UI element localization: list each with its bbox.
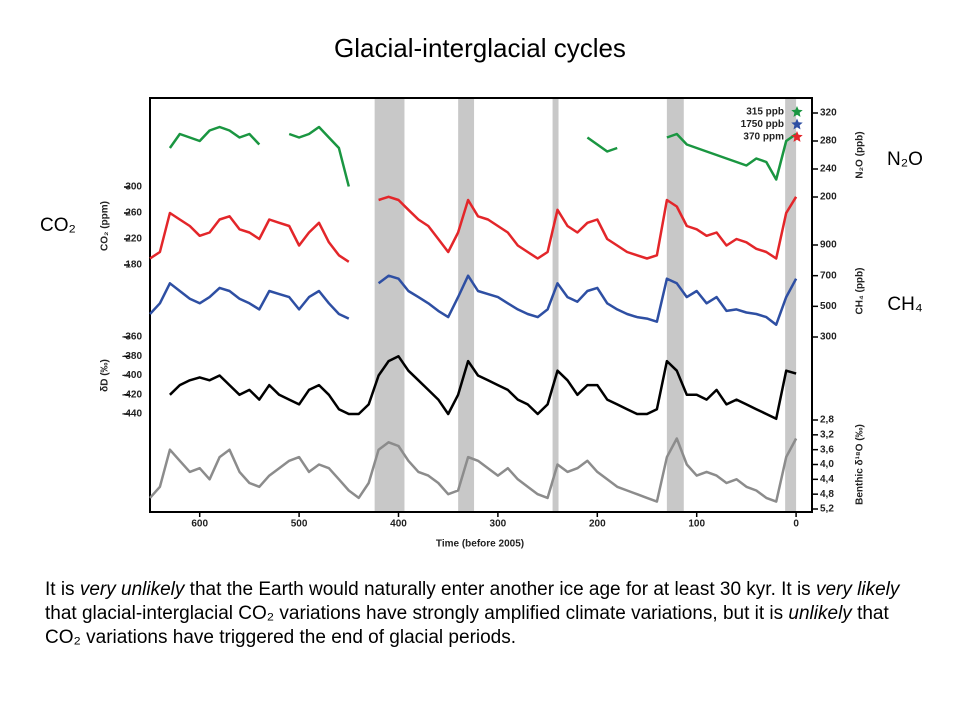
y-tick-label: 700 [820, 270, 837, 281]
y-tick-label: -440 [122, 409, 142, 420]
caption-text: very unlikely [79, 579, 185, 600]
legend-marker [791, 118, 803, 130]
y-tick-label: 4,8 [820, 489, 834, 500]
series-line [168, 125, 797, 187]
series-line [169, 355, 797, 421]
slide-title: Glacial-interglacial cycles [334, 33, 626, 63]
legend-marker [791, 131, 803, 142]
x-tick-label: 300 [490, 519, 507, 530]
series-line [149, 274, 798, 326]
legend-marker [791, 106, 803, 117]
legend-label: 1750 ppb [741, 119, 784, 130]
y-tick-label: 260 [125, 208, 142, 219]
y-tick-label: 300 [125, 182, 142, 193]
x-tick-label: 600 [191, 519, 208, 530]
y-tick-label: 2,8 [820, 415, 834, 426]
y-axis-label: N₂O (ppb) [855, 131, 866, 178]
x-tick-label: 100 [688, 519, 705, 530]
caption: It is very unlikely that the Earth would… [45, 578, 905, 650]
y-axis-label: Benthic δ¹⁸O (‰) [855, 424, 866, 505]
y-tick-label: 220 [125, 234, 142, 245]
y-tick-label: 320 [820, 108, 837, 119]
x-axis-label: Time (before 2005) [436, 539, 524, 550]
caption-text: very likely [815, 579, 900, 600]
y-tick-label: 4,4 [820, 474, 834, 485]
y-tick-label: 3,2 [820, 429, 834, 440]
legend-label: 370 ppm [743, 132, 784, 143]
y-tick-label: 200 [820, 192, 837, 203]
interglacial-band [552, 98, 559, 512]
series-line [149, 195, 798, 263]
y-tick-label: -360 [122, 332, 142, 343]
y-tick-label: 500 [820, 301, 837, 312]
y-tick-label: 3,6 [820, 444, 834, 455]
legend-label: 315 ppb [746, 107, 784, 118]
x-tick-label: 0 [793, 519, 799, 530]
y-tick-label: -380 [122, 351, 142, 362]
y-tick-label: 300 [820, 332, 837, 343]
y-axis-label: CO₂ (ppm) [100, 201, 111, 251]
caption-text: unlikely [788, 603, 852, 624]
plot-frame [149, 97, 813, 513]
x-tick-label: 400 [390, 519, 407, 530]
y-tick-label: 180 [125, 260, 142, 271]
side-label: CH₄ [887, 294, 922, 315]
series-line [149, 437, 798, 503]
chart: Glacial-interglacial cycles CO₂ N₂O CH₄ … [40, 33, 923, 550]
y-tick-label: -400 [122, 370, 142, 381]
caption-text: It is [45, 579, 80, 600]
y-tick-label: 5,2 [820, 504, 834, 515]
x-tick-label: 200 [589, 519, 606, 530]
y-axis-label: CH₄ (ppb) [855, 268, 866, 315]
caption-text: that glacial-interglacial CO₂ variations… [45, 603, 789, 624]
caption-text: that CO₂ variations have triggered the e… [45, 603, 889, 648]
y-tick-label: -420 [122, 389, 142, 400]
x-tick-label: 500 [291, 519, 308, 530]
side-label: CO₂ [40, 215, 76, 236]
y-tick-label: 4,0 [820, 459, 834, 470]
y-axis-label: δD (‰) [100, 359, 111, 392]
interglacial-band [785, 98, 797, 512]
y-tick-label: 280 [820, 136, 837, 147]
y-tick-label: 900 [820, 240, 837, 251]
interglacial-band [458, 98, 475, 512]
y-tick-label: 240 [820, 164, 837, 175]
caption-text: that the Earth would naturally enter ano… [184, 579, 816, 600]
side-label: N₂O [887, 149, 923, 170]
